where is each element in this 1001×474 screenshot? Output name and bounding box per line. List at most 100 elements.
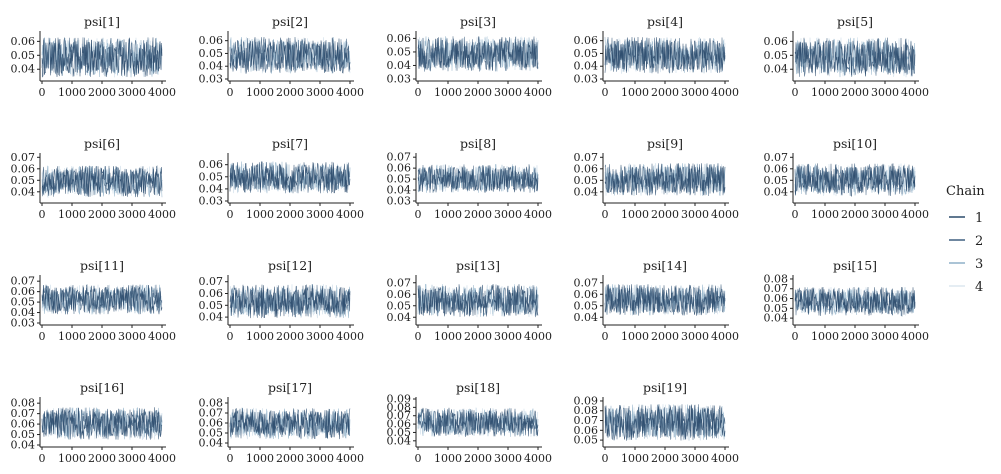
- legend-label-1: 1: [975, 211, 983, 226]
- x-tick-label: 1000: [811, 208, 839, 221]
- x-tick-label: 4000: [336, 86, 364, 99]
- x-tick-label: 2000: [651, 452, 679, 465]
- x-tick-label: 1000: [621, 452, 649, 465]
- panel-title: psi[16]: [80, 380, 124, 395]
- y-tick-label: 0.06: [199, 417, 224, 430]
- y-tick-label: 0.07: [199, 275, 224, 288]
- y-tick-label: 0.08: [387, 401, 412, 414]
- legend: Chain 1 2 3 4: [946, 184, 985, 295]
- y-tick-label: 0.06: [11, 285, 36, 298]
- panel-psi15: psi[15] 0.040.050.060.070.08 0 1000 2000 3000…: [764, 258, 930, 343]
- y-tick-label: 0.07: [199, 407, 224, 420]
- x-tick-label: 3000: [871, 330, 899, 343]
- trace-chain-1: [794, 163, 916, 197]
- y-tick-label: 0.05: [574, 174, 599, 187]
- y-tick-label: 0.05: [387, 299, 412, 312]
- x-tick-label: 4000: [711, 86, 739, 99]
- x-tick-label: 0: [415, 86, 422, 99]
- y-tick-label: 0.07: [574, 276, 599, 289]
- panel-psi1: psi[1] 0.040.050.06 0 1000 2000 3000 4000: [11, 14, 177, 99]
- trace-chain-2: [41, 37, 163, 77]
- y-tick-label: 0.04: [11, 306, 36, 319]
- y-tick-label: 0.08: [199, 397, 224, 410]
- x-tick-label: 3000: [681, 452, 709, 465]
- panel-psi2: psi[2] 0.030.040.050.06 0 1000 2000 3000 4000: [199, 14, 365, 99]
- x-tick-label: 1000: [58, 86, 86, 99]
- panel-psi16: psi[16] 0.040.050.060.070.08 0 1000 2000 3000…: [11, 380, 177, 465]
- x-tick-label: 0: [227, 452, 234, 465]
- x-tick-label: 0: [602, 208, 609, 221]
- panel-psi10: psi[10] 0.040.050.060.07 0 1000 2000 3000 4000: [764, 136, 930, 221]
- y-tick-label: 0.04: [764, 312, 789, 325]
- x-tick-label: 2000: [88, 330, 116, 343]
- trace-chain-2: [417, 164, 539, 193]
- y-tick-label: 0.05: [764, 174, 789, 187]
- panel-psi11: psi[11] 0.030.040.050.060.07 0 1000 2000 3000…: [11, 258, 177, 343]
- y-tick-label: 0.04: [387, 59, 412, 72]
- x-tick-label: 4000: [901, 330, 929, 343]
- panel-psi12: psi[12] 0.040.050.060.07 0 1000 2000 3000 4000: [199, 258, 365, 343]
- trace-chain-1: [794, 37, 916, 77]
- y-tick-label: 0.05: [11, 428, 36, 441]
- x-tick-label: 1000: [246, 452, 274, 465]
- panel-psi6: psi[6] 0.040.050.060.07 0 1000 2000 3000 4000: [11, 136, 177, 221]
- x-tick-label: 4000: [148, 452, 176, 465]
- y-tick-label: 0.05: [764, 49, 789, 62]
- y-tick-label: 0.07: [574, 151, 599, 164]
- legend-label-2: 2: [975, 234, 983, 249]
- x-tick-label: 0: [39, 452, 46, 465]
- trace-chain-1: [604, 284, 726, 316]
- x-tick-label: 2000: [651, 86, 679, 99]
- y-tick-label: 0.07: [11, 275, 36, 288]
- trace-chain-3: [229, 37, 351, 74]
- x-tick-label: 3000: [118, 452, 146, 465]
- x-tick-label: 3000: [306, 330, 334, 343]
- x-tick-label: 3000: [494, 330, 522, 343]
- y-tick-label: 0.03: [387, 73, 412, 86]
- trace-chain-1: [229, 37, 351, 74]
- x-tick-label: 1000: [434, 208, 462, 221]
- y-tick-label: 0.04: [764, 185, 789, 198]
- x-tick-label: 4000: [148, 208, 176, 221]
- x-tick-label: 4000: [711, 452, 739, 465]
- x-tick-label: 4000: [524, 208, 552, 221]
- y-tick-label: 0.04: [387, 311, 412, 324]
- trace-chain-2: [41, 407, 163, 440]
- y-tick-label: 0.07: [574, 414, 599, 427]
- y-tick-label: 0.06: [574, 162, 599, 175]
- panel-title: psi[6]: [84, 136, 120, 151]
- x-tick-label: 2000: [88, 86, 116, 99]
- x-tick-label: 3000: [306, 452, 334, 465]
- trace-chain-1: [41, 284, 163, 315]
- panel-title: psi[9]: [647, 136, 683, 151]
- panel-title: psi[12]: [268, 258, 312, 273]
- x-tick-label: 4000: [901, 208, 929, 221]
- x-tick-label: 1000: [434, 330, 462, 343]
- y-tick-label: 0.04: [199, 60, 224, 73]
- y-tick-label: 0.07: [11, 407, 36, 420]
- x-tick-label: 3000: [118, 330, 146, 343]
- x-tick-label: 3000: [871, 208, 899, 221]
- y-tick-label: 0.04: [574, 185, 599, 198]
- y-tick-label: 0.06: [199, 34, 224, 47]
- y-tick-label: 0.04: [11, 63, 36, 76]
- legend-label-3: 3: [975, 257, 983, 272]
- panel-title: psi[11]: [80, 258, 124, 273]
- legend-title: Chain: [946, 184, 985, 199]
- x-tick-label: 2000: [276, 86, 304, 99]
- y-tick-label: 0.06: [764, 292, 789, 305]
- x-tick-label: 4000: [711, 330, 739, 343]
- x-tick-label: 3000: [871, 86, 899, 99]
- y-tick-label: 0.05: [387, 45, 412, 58]
- panel-title: psi[14]: [643, 258, 687, 273]
- panel-psi3: psi[3] 0.030.040.050.06 0 1000 2000 3000 4000: [387, 14, 553, 99]
- x-tick-label: 0: [602, 452, 609, 465]
- y-tick-label: 0.04: [387, 184, 412, 197]
- panel-title: psi[5]: [837, 14, 873, 29]
- y-tick-label: 0.05: [199, 427, 224, 440]
- y-tick-label: 0.05: [387, 426, 412, 439]
- y-tick-label: 0.04: [574, 311, 599, 324]
- panel-title: psi[18]: [456, 380, 500, 395]
- y-tick-label: 0.06: [387, 288, 412, 301]
